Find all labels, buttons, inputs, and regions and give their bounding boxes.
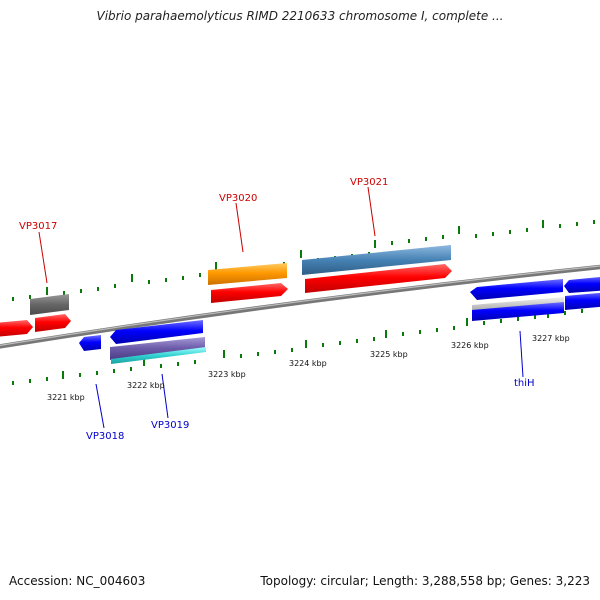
map-title: Vibrio parahaemolyticus RIMD 2210633 chr… (96, 9, 504, 23)
reverse-gene-arrow[interactable] (565, 292, 600, 310)
axis-label-3222-kbp: 3222 kbp (127, 381, 165, 390)
axis-label-3225-kbp: 3225 kbp (370, 350, 408, 359)
vp3021-connector (367, 186, 376, 237)
gene-label-thih[interactable]: thiH (514, 378, 535, 389)
thih-connector (519, 330, 524, 378)
axis-label-3227-kbp: 3227 kbp (532, 334, 570, 343)
gene-label-vp3017[interactable]: VP3017 (19, 221, 57, 232)
accession-text: Accession: NC_004603 (9, 574, 146, 588)
vp3018-connector (95, 383, 105, 429)
reverse-gene-arrow[interactable] (110, 320, 203, 344)
steelblue-feature-bar[interactable] (302, 245, 451, 275)
forward-gene-arrow[interactable] (211, 283, 288, 303)
purple-feature-bar[interactable] (110, 337, 205, 360)
axis-label-3221-kbp: 3221 kbp (47, 393, 85, 402)
reverse-gene-arrow[interactable] (470, 279, 563, 300)
axis-label-3224-kbp: 3224 kbp (289, 359, 327, 368)
gray-feature-bar[interactable] (30, 294, 69, 315)
gene-label-vp3020[interactable]: VP3020 (219, 193, 257, 204)
reverse-gene-arrow[interactable] (472, 302, 564, 321)
axis-label-3223-kbp: 3223 kbp (208, 370, 246, 379)
vp3017-connector (38, 231, 48, 284)
reverse-gene-arrow[interactable] (79, 335, 101, 351)
vp3019-connector (161, 373, 169, 419)
forward-gene-arrow[interactable] (305, 264, 452, 293)
cyan-feature-bar[interactable] (111, 347, 206, 364)
forward-gene-arrow[interactable] (0, 320, 33, 337)
axis-label-3226-kbp: 3226 kbp (451, 341, 489, 350)
forward-gene-arrow[interactable] (35, 314, 71, 332)
topology-summary: Topology: circular; Length: 3,288,558 bp… (260, 574, 590, 588)
orange-feature-bar[interactable] (208, 263, 287, 285)
vp3020-connector (235, 202, 244, 253)
gene-label-vp3018[interactable]: VP3018 (86, 431, 124, 442)
gene-label-vp3021[interactable]: VP3021 (350, 177, 388, 188)
chromosome-backbone (0, 264, 600, 349)
reverse-gene-arrow[interactable] (564, 276, 600, 293)
gene-label-vp3019[interactable]: VP3019 (151, 420, 189, 431)
